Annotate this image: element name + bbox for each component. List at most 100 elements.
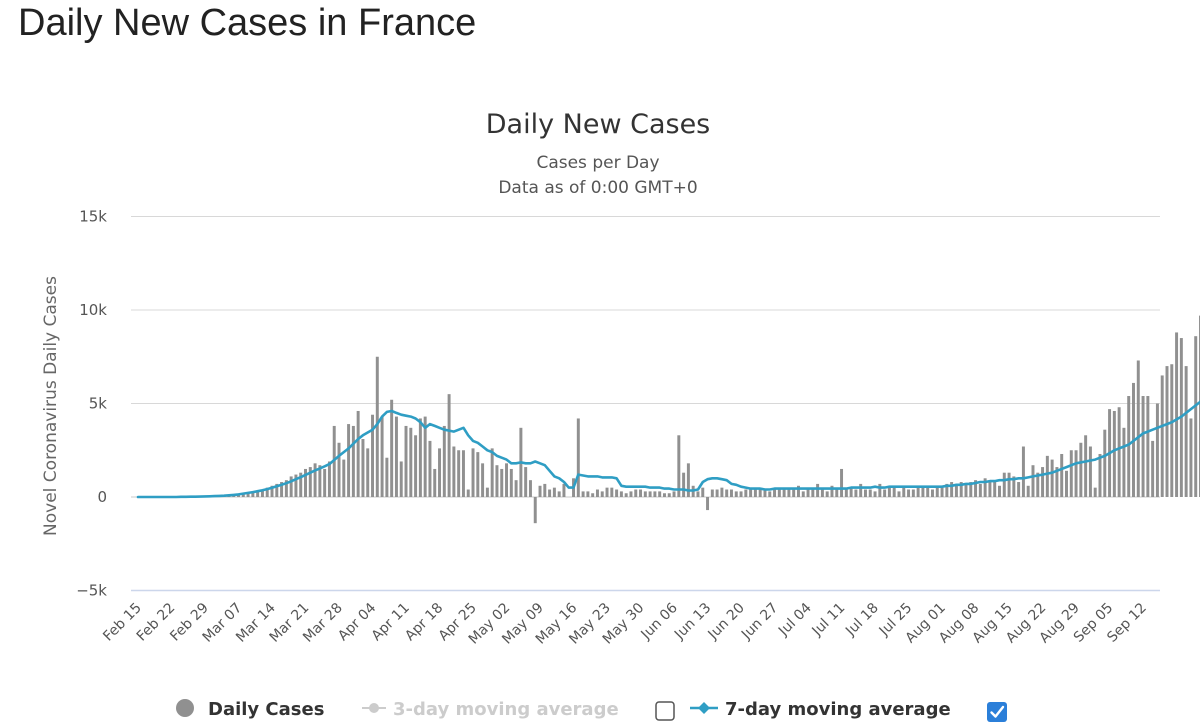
bar — [371, 414, 374, 497]
bar — [452, 446, 456, 497]
bar — [380, 416, 384, 497]
bar — [1021, 446, 1025, 497]
bar — [1069, 450, 1073, 497]
bar — [351, 425, 355, 497]
bar — [543, 483, 547, 497]
bar — [308, 467, 312, 497]
3-day-average-checkbox[interactable] — [655, 701, 675, 721]
bar — [926, 487, 930, 497]
bar — [935, 485, 939, 497]
bar — [1045, 455, 1049, 497]
checkmark-icon — [990, 705, 1005, 718]
bar — [816, 483, 820, 497]
y-tick-label: 10k — [79, 301, 107, 319]
grid-lines — [131, 216, 1160, 592]
7-day-average-diamond-icon — [698, 702, 710, 714]
bar — [461, 450, 465, 497]
bar — [658, 491, 662, 497]
bar — [887, 487, 891, 497]
bar — [964, 483, 968, 497]
bar — [1002, 472, 1006, 497]
bar — [399, 461, 403, 497]
7-day-average-checkbox[interactable] — [987, 702, 1007, 722]
bar — [911, 489, 915, 497]
bar — [763, 489, 767, 497]
bar — [677, 435, 681, 497]
bar — [974, 480, 978, 497]
bar — [873, 491, 877, 497]
daily-cases-marker-icon — [176, 699, 194, 717]
bar — [1146, 396, 1150, 497]
bar — [653, 491, 657, 497]
bar — [438, 448, 442, 497]
legend: Daily Cases 3-day moving average 7-day m… — [176, 699, 1007, 722]
bar — [476, 452, 480, 497]
bar — [931, 489, 934, 497]
bar — [423, 416, 427, 497]
bar — [720, 487, 724, 497]
bar — [897, 491, 901, 497]
bar — [950, 482, 954, 497]
bar — [591, 493, 595, 497]
bar — [643, 491, 647, 497]
bar — [1079, 442, 1083, 497]
bar — [327, 461, 331, 497]
bar — [304, 468, 307, 497]
bar — [241, 493, 245, 497]
bar — [969, 482, 973, 497]
bar — [758, 487, 762, 497]
y-tick-label: 0 — [97, 488, 107, 506]
bar — [849, 487, 853, 497]
legend-item-3-day-average[interactable]: 3-day moving average — [362, 699, 619, 720]
bar — [562, 483, 566, 497]
checkbox-box — [987, 702, 1007, 722]
bar — [667, 493, 671, 497]
bar — [514, 480, 518, 497]
legend-item-7-day-average[interactable]: 7-day moving average — [690, 699, 951, 720]
bar — [251, 491, 255, 497]
bar — [863, 489, 867, 497]
bar — [1117, 407, 1121, 497]
bar — [768, 491, 772, 497]
legend-label-7-day-average: 7-day moving average — [725, 699, 951, 720]
page-title: Daily New Cases in France — [18, 2, 477, 44]
bar — [959, 482, 963, 497]
bar — [1136, 360, 1140, 497]
bar — [835, 487, 839, 497]
bar — [552, 487, 556, 497]
bar — [619, 491, 623, 497]
bar — [323, 468, 327, 497]
legend-item-daily-cases[interactable]: Daily Cases — [176, 699, 324, 720]
bar — [787, 487, 791, 497]
bar — [744, 489, 748, 497]
bar — [954, 483, 958, 497]
x-tick-label: Jul 18 — [842, 600, 882, 640]
bar — [648, 491, 652, 497]
bar — [500, 468, 504, 497]
bar — [1093, 487, 1097, 497]
x-tick-label: Jul 04 — [775, 600, 815, 640]
y-tick-label: −5k — [76, 582, 107, 600]
bar — [706, 497, 710, 511]
bar — [280, 482, 284, 497]
bar — [347, 424, 351, 497]
bar — [878, 483, 882, 497]
bar — [361, 439, 365, 497]
bar — [581, 491, 585, 497]
bar — [725, 489, 729, 497]
bar — [1041, 467, 1045, 497]
bar — [505, 463, 509, 497]
bar — [634, 489, 638, 497]
x-tick-label: Jun 06 — [638, 600, 681, 643]
bar — [868, 489, 872, 497]
bar — [246, 492, 250, 497]
bar — [1055, 467, 1059, 497]
bar — [844, 489, 848, 497]
bar — [662, 493, 666, 497]
bar — [289, 476, 293, 497]
bar — [801, 491, 805, 497]
bar — [1074, 450, 1078, 497]
bar — [682, 472, 686, 497]
